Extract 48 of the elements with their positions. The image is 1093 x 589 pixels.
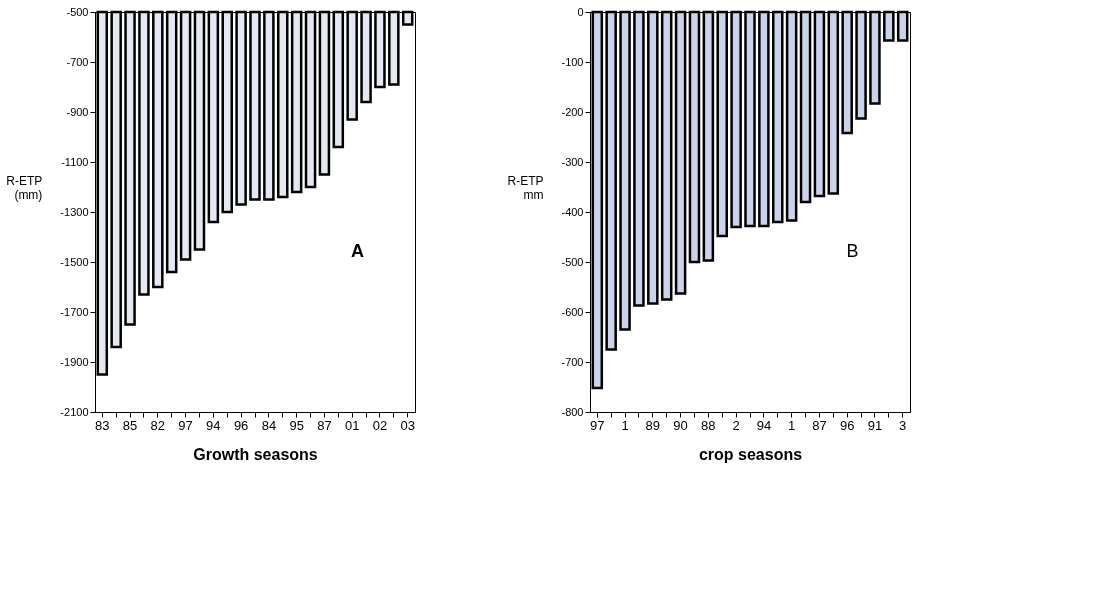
- y-tick-label: -200: [561, 105, 584, 118]
- x-tick-label: 95: [289, 417, 304, 433]
- x-tick-label: 3: [899, 417, 907, 433]
- x-tick-label: 97: [590, 417, 605, 433]
- y-tick-label: -400: [561, 205, 584, 218]
- x-tick-label: 1: [621, 417, 629, 433]
- y-tick-label: -700: [561, 355, 584, 368]
- x-tick-label: 88: [701, 417, 716, 433]
- y-tick-label: -1500: [60, 255, 89, 268]
- x-axis-title: Growth seasons: [193, 445, 318, 463]
- y-tick-label: -1100: [61, 155, 89, 168]
- x-tick-label: 97: [178, 417, 193, 433]
- x-tick-label: 84: [261, 417, 277, 433]
- x-tick-label: 87: [317, 417, 332, 433]
- y-axis-title: R-ETP mm: [507, 173, 544, 202]
- x-tick-label: 83: [95, 417, 110, 433]
- x-tick-label: 02: [372, 417, 388, 433]
- x-tick-label: 2: [732, 417, 740, 433]
- x-tick-label: 96: [839, 417, 855, 433]
- y-tick-label: -100: [561, 55, 584, 68]
- x-tick-label: 85: [122, 417, 138, 433]
- y-tick-label: -800: [561, 405, 584, 418]
- y-tick-label: -700: [66, 55, 89, 68]
- y-tick-label: -2100: [60, 405, 89, 418]
- annotation: A: [350, 241, 364, 261]
- y-tick-label: -900: [66, 105, 89, 118]
- y-tick-label: -600: [561, 305, 584, 318]
- x-tick-label: 96: [233, 417, 249, 433]
- x-tick-label: 89: [645, 417, 661, 433]
- x-tick-label: 87: [812, 417, 827, 433]
- y-tick-label: -300: [561, 155, 584, 168]
- x-tick-label: 94: [756, 417, 772, 433]
- x-axis-title: crop seasons: [698, 445, 803, 463]
- y-tick-label: -500: [561, 255, 584, 268]
- x-tick-label: 1: [788, 417, 796, 433]
- x-tick-label: 91: [867, 417, 883, 433]
- x-tick-label: 94: [206, 417, 221, 433]
- x-tick-label: 01: [344, 417, 360, 433]
- annotation: B: [846, 241, 859, 261]
- y-tick-label: 0: [577, 5, 584, 18]
- y-axis-title: R-ETP (mm): [6, 173, 43, 202]
- y-tick-label: -500: [66, 5, 89, 18]
- x-tick-label: 90: [673, 417, 688, 433]
- x-tick-label: 82: [150, 417, 166, 433]
- y-tick-label: -1700: [60, 305, 89, 318]
- y-tick-label: -1300: [60, 205, 89, 218]
- x-tick-label: 03: [400, 417, 415, 433]
- y-tick-label: -1900: [60, 355, 89, 368]
